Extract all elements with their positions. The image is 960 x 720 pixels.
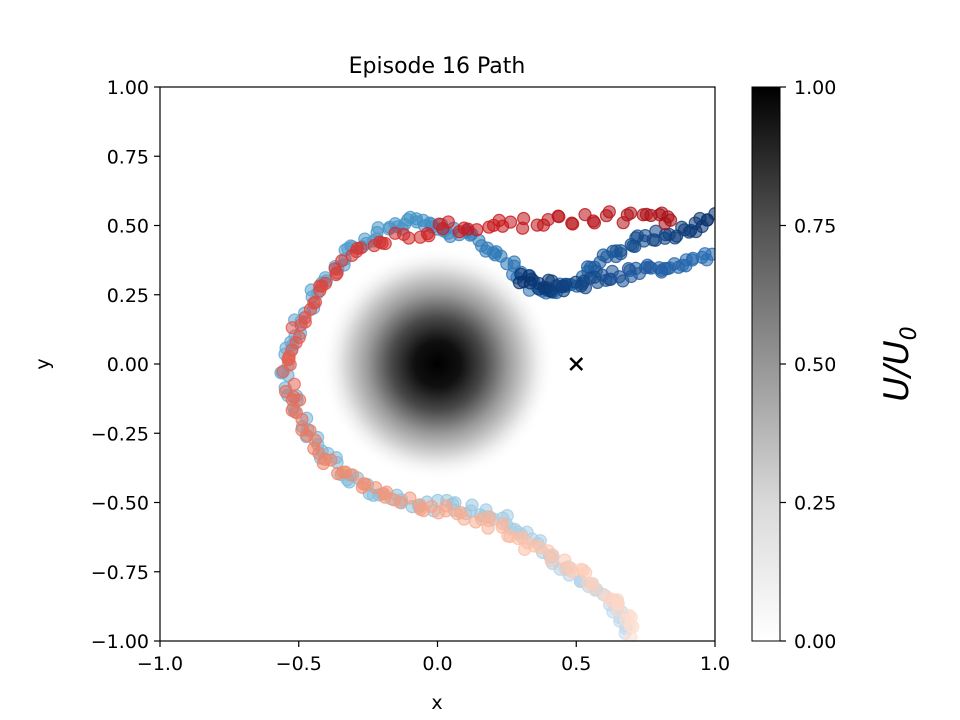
path-point (636, 208, 650, 222)
path-point (346, 468, 360, 482)
path-point (432, 217, 446, 231)
path-point (705, 247, 715, 261)
path-scatter (274, 205, 715, 641)
path-point (566, 217, 580, 231)
path-point (602, 205, 616, 219)
path-point (640, 258, 655, 272)
path-point (611, 603, 625, 617)
path-point (544, 553, 558, 568)
path-point (345, 248, 359, 262)
x-tick-label: 0.5 (561, 653, 591, 675)
y-tick-label: 0.00 (107, 354, 149, 376)
x-tick-label: −0.5 (276, 653, 322, 675)
x-axis-label: x (431, 692, 442, 714)
path-point (624, 630, 638, 641)
path-point (578, 208, 592, 222)
path-point (675, 220, 689, 234)
x-tick-label: 1.0 (700, 653, 730, 675)
colorbar-gradient (751, 86, 781, 642)
path-point (482, 514, 496, 528)
path-point (356, 477, 370, 491)
y-tick-label: 0.50 (107, 216, 149, 238)
colorbar-label-sub: 0 (897, 326, 922, 340)
colorbar: 0.00 0.25 0.50 0.75 1.00 U/U0 (751, 77, 922, 653)
colorbar-ticks: 0.00 0.25 0.50 0.75 1.00 (780, 77, 836, 653)
path-point (313, 284, 327, 298)
potential-blob (320, 247, 555, 481)
plot-area (159, 86, 716, 642)
y-tick-label: −1.00 (91, 631, 149, 653)
path-point (379, 485, 394, 499)
path-point (457, 512, 471, 526)
path-point (587, 582, 602, 596)
y-axis: −1.00 −0.75 −0.50 −0.25 0.00 0.25 0.50 0.75 1.00 (91, 77, 160, 653)
target-x-stroke (569, 357, 584, 371)
path-point (367, 238, 381, 253)
path-point (371, 221, 385, 235)
y-tick-label: 0.75 (107, 146, 149, 168)
path-point (530, 218, 544, 232)
path-point (413, 230, 427, 244)
path-point (388, 226, 402, 240)
colorbar-tick-label: 0.25 (794, 493, 836, 515)
path-point (624, 237, 638, 252)
y-tick-label: −0.50 (91, 493, 149, 515)
path-point (516, 221, 530, 235)
path-point (439, 504, 453, 518)
y-tick-label: −0.75 (91, 562, 149, 584)
path-point (285, 321, 299, 335)
path-point (292, 393, 307, 407)
path-point (403, 491, 417, 505)
target-marker (569, 357, 584, 371)
path-point (452, 225, 466, 239)
path-point (465, 498, 479, 512)
x-tick-label: −1.0 (137, 653, 183, 675)
y-tick-label: 0.25 (107, 285, 149, 307)
chart-title: Episode 16 Path (349, 54, 526, 79)
path-point (324, 453, 338, 467)
path-point (623, 619, 637, 633)
path-point (482, 220, 496, 234)
path-point (616, 216, 630, 230)
y-tick-label: 1.00 (107, 77, 149, 99)
colorbar-label-main: U/U (877, 340, 917, 401)
colorbar-label: U/U0 (877, 326, 922, 401)
y-axis-label: y (32, 358, 54, 369)
path-point (276, 364, 290, 378)
colorbar-tick-label: 0.75 (794, 216, 836, 238)
potential-field (320, 247, 555, 481)
path-point (655, 206, 669, 220)
colorbar-tick-label: 0.00 (794, 631, 836, 653)
colorbar-tick-label: 0.50 (794, 354, 836, 376)
path-point (287, 377, 301, 391)
path-point (329, 267, 343, 282)
y-tick-label: −0.25 (91, 423, 149, 445)
x-axis: −1.0 −0.5 0.0 0.5 1.0 (137, 641, 730, 675)
colorbar-tick-label: 1.00 (794, 77, 836, 99)
x-tick-label: 0.0 (422, 653, 452, 675)
